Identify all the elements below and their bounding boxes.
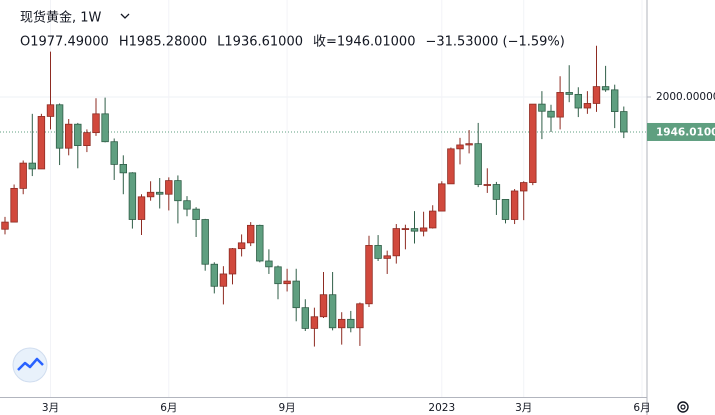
candle-body [538,103,546,112]
candle-body [110,141,118,165]
candle-body [46,104,55,117]
candle-body [356,303,364,329]
x-tick-label: 3月 [515,402,532,414]
candle-body [592,86,601,104]
candle-body [183,200,191,210]
candle-body [256,224,264,262]
candle-body [620,111,628,133]
candle-body [274,266,282,285]
x-tick-label: 3月 [42,402,59,414]
candle-body [292,280,300,309]
candle-body [310,316,319,329]
logo[interactable] [12,347,48,383]
candle-body [301,307,309,329]
candle-body [219,273,228,287]
candles [1,45,628,347]
candle-body [237,242,246,250]
candle-body [192,208,200,220]
candle-body [365,245,373,305]
candle-body [246,224,255,244]
candle-body [529,103,537,183]
candle-body [347,318,355,329]
candle-body [65,123,73,149]
x-tick-label: 6月 [633,402,650,414]
y-tick-label: 2000.00000 [656,91,715,103]
header-item: 收=1946.01000 [313,35,415,50]
header-item: −31.53000 (−1.59%) [425,35,564,50]
gear-ring[interactable] [677,401,689,413]
dropdown-caret[interactable] [120,13,130,19]
candle-body [83,132,91,147]
candle-body [128,172,137,220]
candle-body [601,86,610,91]
ohlc-header: O1977.49000 H1985.28000 L1936.61000 收=1946.… [20,35,565,50]
candle-body [401,228,410,230]
candle-body [510,190,519,220]
x-tick-label: 6月 [160,402,177,414]
gear-hub[interactable] [680,404,686,410]
last-price-label: 1946.01000 [656,126,715,138]
candle-body [146,191,155,198]
x-tick-label: 9月 [279,402,296,414]
candle-body [419,227,428,232]
candle-body [483,184,491,186]
candle-body [337,318,346,329]
candle-body [92,113,100,134]
candle-body [55,104,64,149]
logo-mark[interactable] [17,357,44,371]
candle-body [492,184,501,200]
candle-body [438,183,446,212]
header-item: L1936.61000 [217,35,303,50]
symbol-title[interactable]: 现货黄金, 1W [20,10,102,26]
candle-body [465,143,473,146]
candle-body [474,143,482,185]
last-price-box [647,122,715,141]
axes: 2000.00000 3月 6月 9月 2023 3月 6月 1946.01000 [42,91,715,414]
candle-body [447,148,455,185]
candle-body [210,263,218,287]
candle-body [74,123,82,147]
candle-body [456,144,464,150]
logo-circle[interactable] [12,347,48,383]
candle-body [319,294,328,318]
candle-body [383,255,391,259]
candle-body [19,162,27,189]
candle-body [565,92,573,95]
settings-icon[interactable] [677,401,689,413]
candle-body [328,294,337,329]
header-item: O1977.49000 [20,35,109,50]
candle-body [574,93,582,109]
candle-body [583,103,592,109]
candle-body [428,210,437,229]
candle-body [101,113,109,143]
candle-body [165,180,173,195]
candle-body [228,248,237,275]
candle-body [392,228,400,257]
candle-body [28,162,36,170]
candle-body [556,92,564,118]
candle-body [155,191,164,195]
candle-body [611,89,619,112]
x-tick-label: 2023 [428,402,455,414]
candle-body [265,260,273,268]
candle-body [501,199,510,220]
candle-body [174,180,182,202]
candle-body [201,219,209,265]
candle-body [547,110,555,118]
candle-body [1,221,9,230]
candle-body [374,245,382,259]
candle-body [37,116,46,170]
candle-body [520,182,528,192]
candle-body [283,280,291,285]
candle-body [119,164,127,174]
candle-body [10,187,18,223]
candle-body [137,196,146,220]
header-item: H1985.28000 [119,35,207,50]
candle-body [410,228,419,232]
